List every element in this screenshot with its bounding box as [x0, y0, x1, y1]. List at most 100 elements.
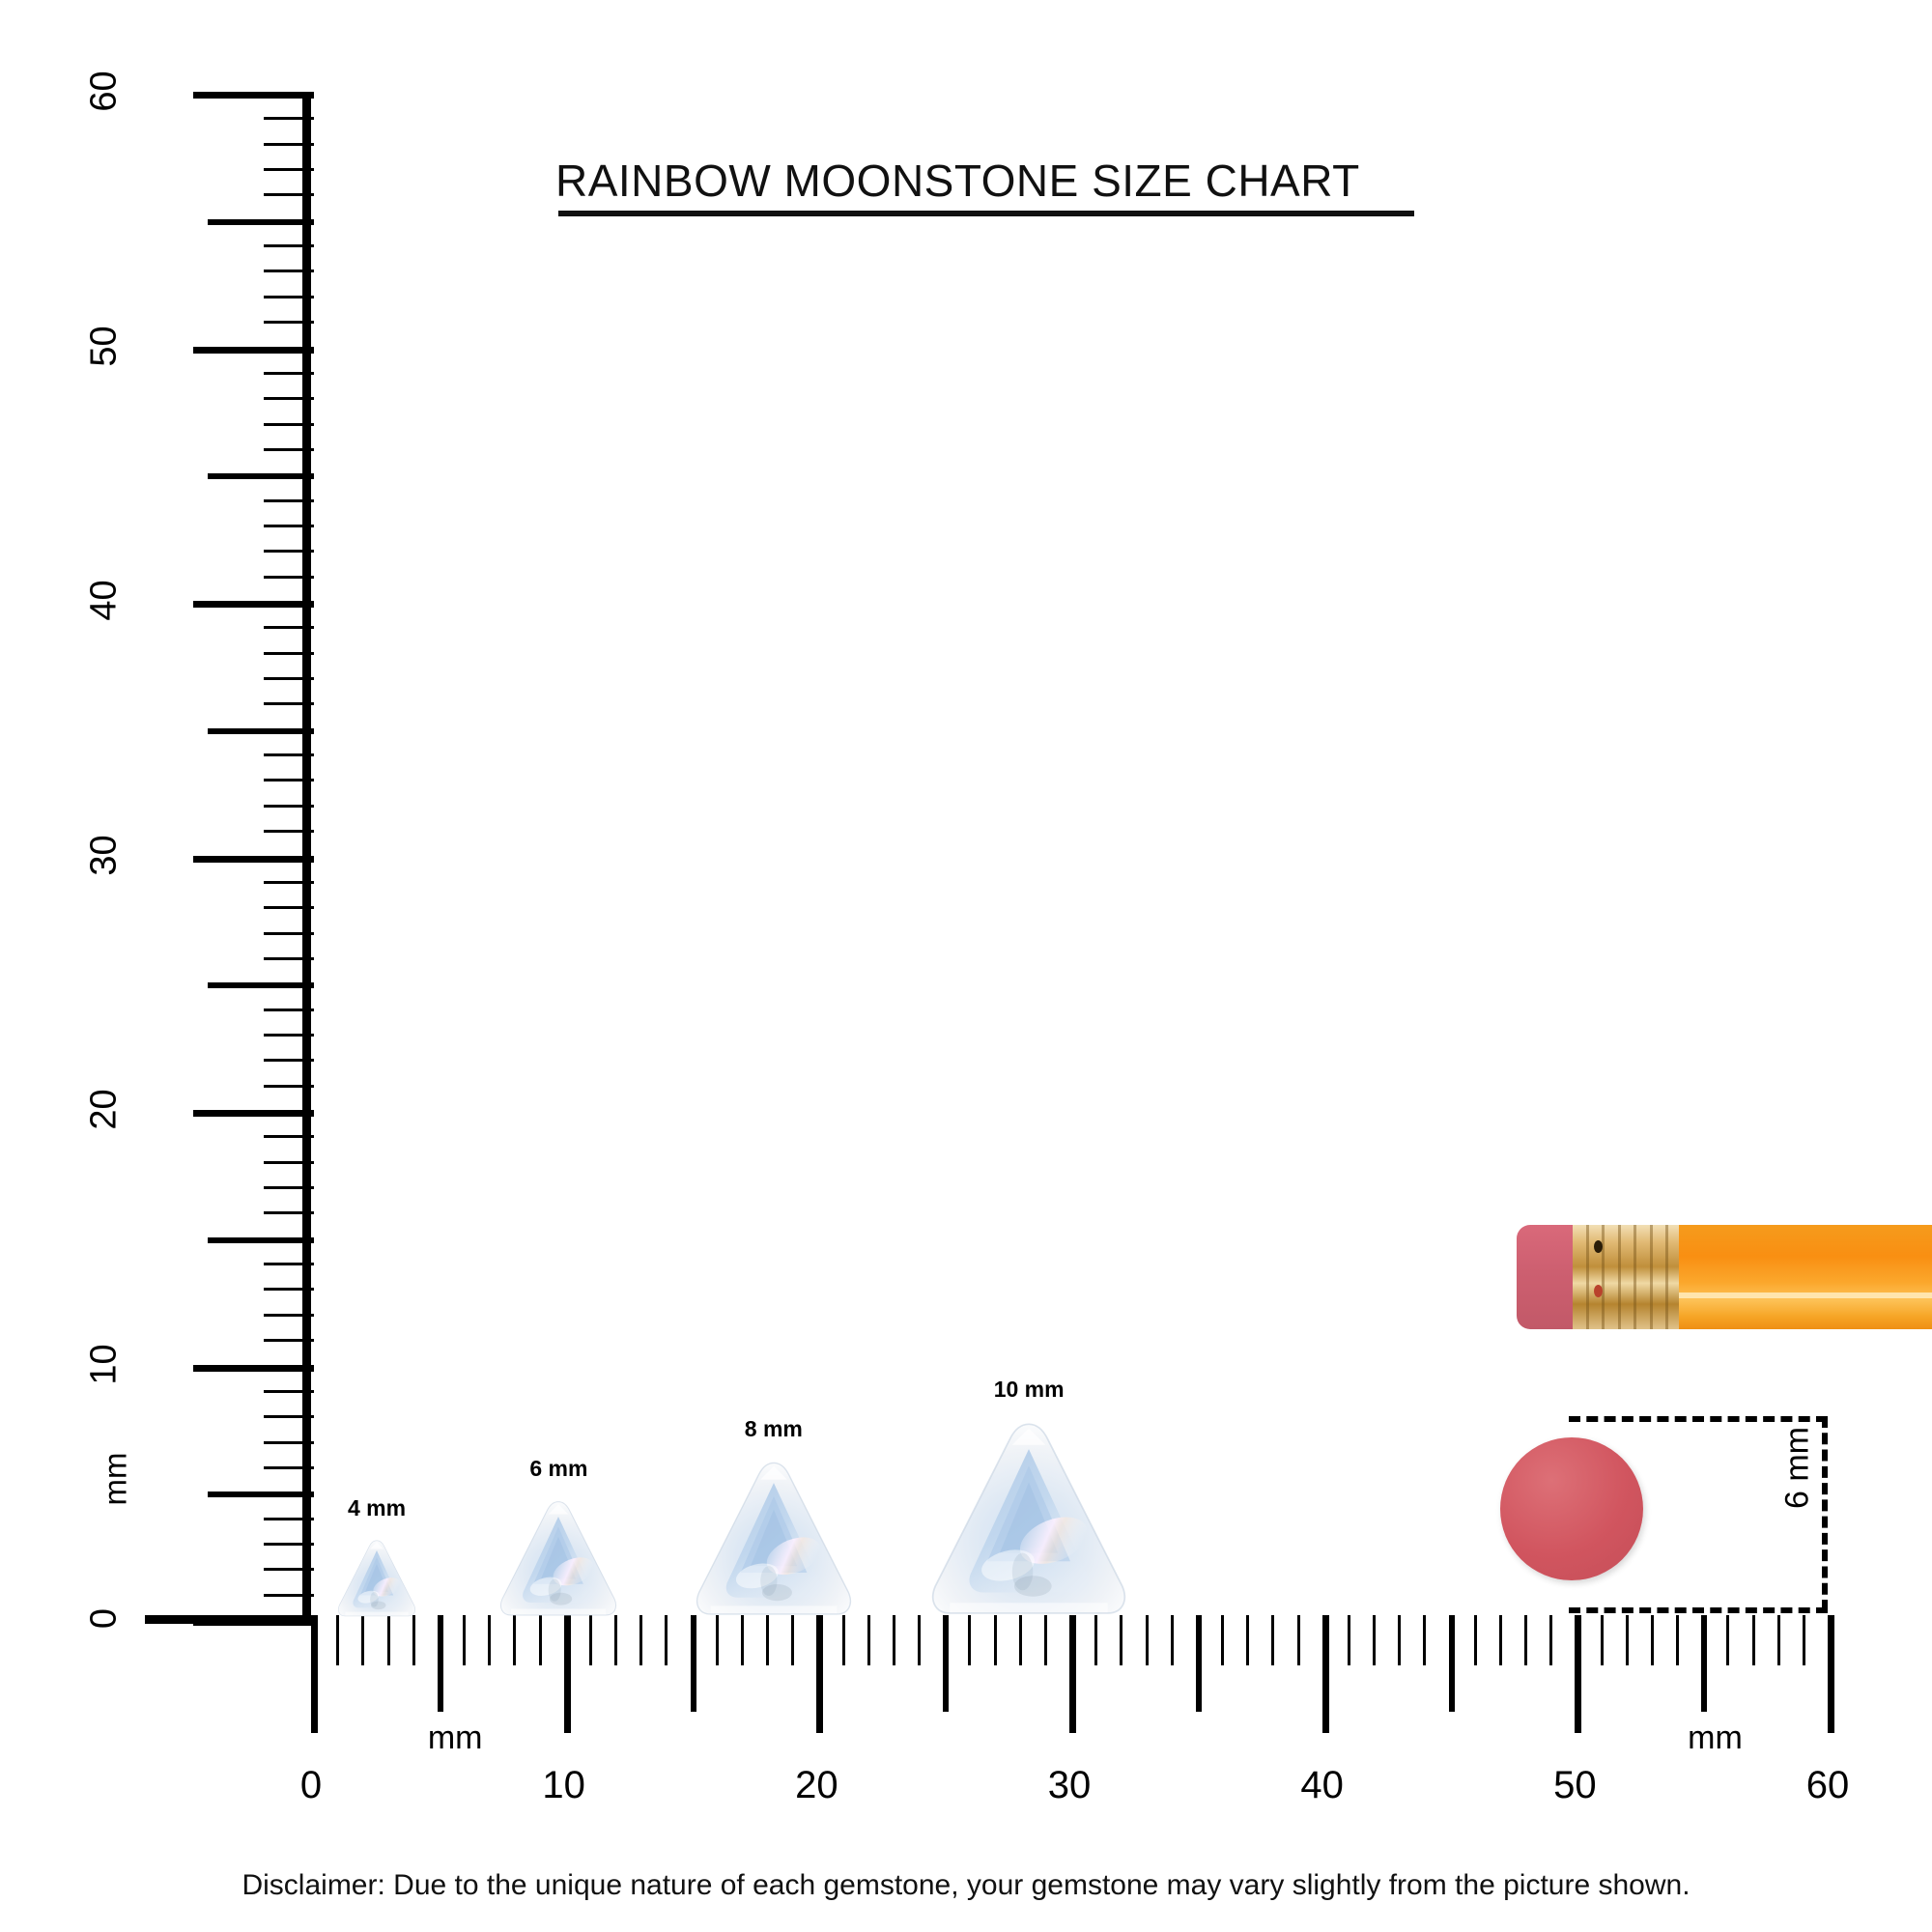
hruler-tick-24: [918, 1615, 921, 1665]
vruler-tick-2: [264, 1568, 314, 1572]
vruler-tick-48: [264, 397, 314, 401]
vruler-tick-33: [264, 779, 314, 782]
vruler-tick-23: [264, 1033, 314, 1037]
vruler-tick-60: [193, 92, 314, 99]
hruler-tick-53: [1650, 1615, 1654, 1665]
hruler-label-10: 10: [542, 1764, 585, 1806]
hruler-tick-58: [1776, 1615, 1780, 1665]
page-title: RAINBOW MOONSTONE SIZE CHART: [555, 156, 1360, 206]
vruler-tick-21: [264, 1084, 314, 1088]
vruler-label-30: 30: [83, 834, 125, 876]
hruler-tick-8: [513, 1615, 517, 1665]
hruler-tick-42: [1373, 1615, 1376, 1665]
vruler-tick-29: [264, 880, 314, 884]
hruler-tick-19: [791, 1615, 795, 1665]
vruler-tick-34: [264, 753, 314, 757]
hruler-tick-36: [1221, 1615, 1224, 1665]
vruler-tick-51: [264, 321, 314, 325]
gemstone-10mm: 10 mm: [925, 1377, 1133, 1619]
vruler-tick-52: [264, 295, 314, 298]
vruler-tick-10: [193, 1364, 314, 1372]
hruler-tick-13: [639, 1615, 643, 1665]
vruler-tick-15: [208, 1236, 314, 1243]
vruler-tick-4: [264, 1517, 314, 1520]
vruler-tick-16: [264, 1211, 314, 1215]
vruler-tick-32: [264, 804, 314, 808]
vruler-tick-36: [264, 702, 314, 706]
vertical-ruler-unit-label: mm: [97, 1452, 133, 1506]
hruler-tick-26: [968, 1615, 972, 1665]
hruler-label-60: 60: [1805, 1764, 1850, 1806]
gemstone-image-4mm: [335, 1539, 418, 1619]
vruler-tick-59: [264, 117, 314, 121]
horizontal-ruler: [311, 1615, 1834, 1750]
hruler-tick-27: [993, 1615, 997, 1665]
vruler-tick-47: [264, 422, 314, 426]
hruler-tick-40: [1321, 1615, 1329, 1733]
vruler-tick-30: [193, 855, 314, 863]
hruler-tick-60: [1828, 1615, 1834, 1733]
ferrule-dot-dark: [1594, 1240, 1603, 1253]
hruler-tick-15: [690, 1615, 696, 1712]
hruler-tick-30: [1069, 1615, 1076, 1733]
hruler-tick-54: [1676, 1615, 1679, 1665]
callout-dashed-line-bottom: [1569, 1607, 1828, 1613]
vruler-tick-14: [264, 1263, 314, 1266]
vruler-tick-12: [264, 1313, 314, 1317]
hruler-tick-35: [1195, 1615, 1202, 1712]
hruler-tick-48: [1524, 1615, 1527, 1665]
pencil-highlight-stripe: [1679, 1293, 1932, 1298]
hruler-tick-16: [715, 1615, 719, 1665]
vruler-tick-44: [264, 498, 314, 502]
hruler-tick-23: [892, 1615, 895, 1665]
vruler-tick-45: [208, 473, 314, 480]
vruler-tick-26: [264, 956, 314, 960]
vruler-tick-18: [264, 1160, 314, 1164]
hruler-tick-41: [1347, 1615, 1350, 1665]
callout-dashed-line-top: [1569, 1416, 1828, 1422]
vruler-tick-37: [264, 677, 314, 681]
hruler-tick-49: [1549, 1615, 1553, 1665]
gemstone-4mm: 4 mm: [335, 1495, 418, 1619]
vruler-tick-53: [264, 270, 314, 273]
vruler-tick-28: [264, 906, 314, 910]
vertical-ruler: [145, 92, 314, 1626]
vruler-tick-35: [208, 727, 314, 734]
hruler-tick-20: [816, 1615, 824, 1733]
vruler-tick-49: [264, 371, 314, 375]
vruler-tick-17: [264, 1186, 314, 1190]
vruler-tick-5: [208, 1492, 314, 1498]
vruler-tick-8: [264, 1415, 314, 1419]
vruler-tick-40: [193, 601, 314, 608]
hruler-tick-37: [1246, 1615, 1250, 1665]
hruler-tick-21: [841, 1615, 845, 1665]
eraser-top-view: [1500, 1437, 1643, 1580]
vruler-tick-1: [264, 1593, 314, 1597]
hruler-tick-3: [386, 1615, 390, 1665]
vruler-tick-54: [264, 244, 314, 248]
hruler-label-20: 20: [795, 1764, 838, 1806]
eraser-size-label: 6 mm: [1778, 1427, 1816, 1509]
vruler-label-10: 10: [83, 1343, 125, 1385]
hruler-label-30: 30: [1047, 1764, 1092, 1806]
vruler-tick-20: [193, 1110, 314, 1117]
hruler-tick-0: [311, 1615, 318, 1733]
hruler-tick-50: [1575, 1615, 1582, 1733]
hruler-tick-45: [1448, 1615, 1455, 1712]
vruler-tick-39: [264, 626, 314, 630]
vruler-tick-27: [264, 931, 314, 935]
vruler-tick-46: [264, 447, 314, 451]
hruler-tick-44: [1423, 1615, 1427, 1665]
vruler-tick-19: [264, 1135, 314, 1139]
hruler-tick-2: [361, 1615, 365, 1665]
hruler-tick-55: [1701, 1615, 1708, 1712]
gemstone-image-8mm: [691, 1460, 857, 1619]
hruler-tick-46: [1473, 1615, 1477, 1665]
hruler-tick-39: [1296, 1615, 1300, 1665]
pencil-ferrule: [1573, 1225, 1681, 1329]
hruler-tick-51: [1600, 1615, 1604, 1665]
pencil-body: [1679, 1225, 1932, 1329]
ferrule-dot-red: [1594, 1285, 1603, 1297]
gemstone-image-6mm: [497, 1499, 621, 1619]
vruler-tick-24: [264, 1008, 314, 1011]
